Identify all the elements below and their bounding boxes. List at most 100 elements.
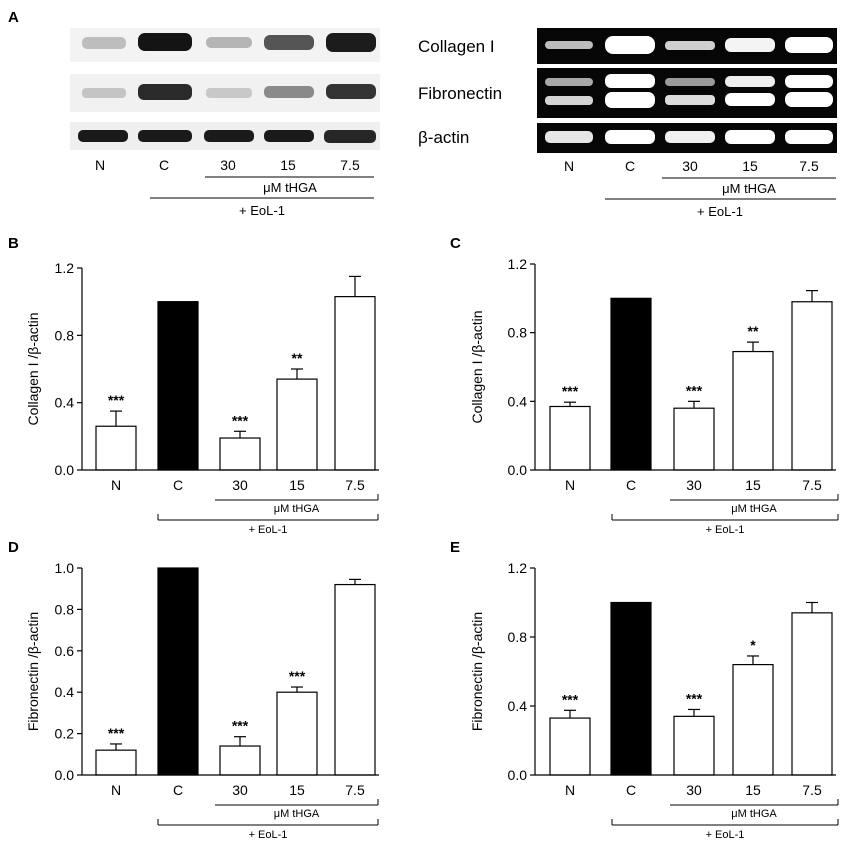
x-tick-label: 30 [686, 477, 702, 493]
significance-marker: *** [232, 718, 249, 734]
bar [157, 567, 199, 776]
y-tick-label: 0.4 [55, 684, 75, 700]
y-tick-label: 0.0 [508, 462, 528, 478]
wb-band [138, 130, 192, 142]
bar [157, 301, 199, 471]
y-tick-label: 0.8 [508, 325, 528, 341]
gel-band [545, 131, 593, 143]
x-tick-label: N [565, 782, 575, 798]
bar [95, 425, 137, 471]
group-label: + EoL-1 [706, 829, 745, 841]
bar-chart-collagen-wb: 0.0 0.4 0.8 1.2 Collagen I /β-actin *** N C *** 3… [25, 260, 379, 536]
treatment-label: μM tHGA [731, 808, 777, 820]
y-tick-label: 1.0 [55, 560, 75, 576]
wb-band [264, 86, 314, 98]
y-tick-label: 0.6 [55, 643, 75, 659]
y-tick-label: 1.2 [508, 256, 528, 272]
wb-band [138, 84, 192, 100]
significance-marker: *** [562, 691, 579, 707]
wb-band [206, 88, 252, 98]
gel-band [605, 92, 655, 108]
significance-marker: *** [108, 392, 125, 408]
bar [791, 612, 833, 776]
gel-band [605, 36, 655, 54]
y-tick-label: 0.4 [508, 393, 528, 409]
x-tick-label: 15 [745, 782, 761, 798]
gel-band [545, 96, 593, 105]
gel-band [785, 92, 833, 107]
bar [610, 297, 652, 471]
y-tick-label: 0.8 [55, 601, 75, 617]
bar [673, 715, 715, 776]
x-tick-label: 15 [289, 782, 305, 798]
x-tick-label: N [565, 477, 575, 493]
group-label: + EoL-1 [706, 524, 745, 536]
gel-row-label-collagen: Collagen I [418, 37, 495, 56]
bar [334, 296, 376, 471]
significance-marker: *** [232, 412, 249, 428]
significance-marker: ** [292, 350, 303, 366]
gel-band [605, 130, 655, 144]
wb-band [264, 130, 314, 142]
significance-marker: *** [289, 668, 306, 684]
y-tick-label: 1.2 [55, 260, 75, 276]
y-axis-label: Fibronectin /β-actin [469, 612, 485, 731]
wb-lane-label: 7.5 [340, 157, 360, 173]
panel-label-a: A [8, 9, 19, 26]
gel-lane-label: C [625, 158, 635, 174]
y-axis-label: Collagen I /β-actin [25, 312, 41, 425]
panel-label-c: C [450, 235, 461, 252]
treatment-label: μM tHGA [274, 808, 320, 820]
gel-band [785, 75, 833, 88]
panel-label-e: E [450, 539, 460, 556]
x-tick-label: C [173, 782, 183, 798]
x-tick-label: N [111, 477, 121, 493]
wb-band [78, 130, 128, 142]
gel-band [665, 78, 715, 86]
wb-lane-label: 30 [220, 157, 236, 173]
gel-band [545, 41, 593, 49]
significance-marker: *** [686, 382, 703, 398]
gel-band [725, 93, 775, 106]
bar [95, 749, 137, 776]
y-tick-label: 0.8 [508, 629, 528, 645]
gel-lane-label: N [564, 158, 574, 174]
bar-chart-collagen-pcr: 0.0 0.4 0.8 1.2 Collagen I /β-actin *** N C *** 3… [469, 256, 839, 536]
y-tick-label: 0.8 [55, 327, 75, 343]
bar [673, 407, 715, 471]
panel-label-d: D [8, 539, 19, 556]
x-tick-label: 7.5 [802, 477, 822, 493]
gel-band [725, 76, 775, 87]
wb-band [82, 37, 126, 49]
wb-band [264, 35, 314, 50]
x-tick-label: 30 [686, 782, 702, 798]
significance-marker: * [750, 637, 756, 653]
gel-band [725, 130, 775, 144]
x-tick-label: 7.5 [802, 782, 822, 798]
x-tick-label: 7.5 [345, 782, 365, 798]
x-tick-label: N [111, 782, 121, 798]
gel-band [785, 37, 833, 53]
y-axis-label: Collagen I /β-actin [469, 310, 485, 423]
x-tick-label: 15 [745, 477, 761, 493]
x-tick-label: 15 [289, 477, 305, 493]
bar [334, 583, 376, 776]
y-tick-label: 0.4 [508, 698, 528, 714]
significance-marker: *** [562, 383, 579, 399]
treatment-label: μM tHGA [731, 503, 777, 515]
x-tick-label: C [173, 477, 183, 493]
y-tick-label: 0.4 [55, 395, 75, 411]
y-tick-label: 0.0 [55, 462, 75, 478]
wb-lane-label: N [95, 157, 105, 173]
gel-band [665, 95, 715, 105]
bar-chart-fibronectin-wb: 0.0 0.2 0.4 0.6 0.8 1.0 Fibronectin /β-actin **… [25, 560, 379, 841]
bar [219, 745, 261, 776]
gel-lane-label: 7.5 [799, 158, 819, 174]
y-axis-label: Fibronectin /β-actin [25, 612, 41, 731]
gel-lane-label: 15 [742, 158, 758, 174]
gel-band [785, 130, 833, 144]
wb-band [206, 37, 252, 48]
gel-band [605, 74, 655, 88]
wb-group-label: + EoL-1 [239, 203, 285, 218]
